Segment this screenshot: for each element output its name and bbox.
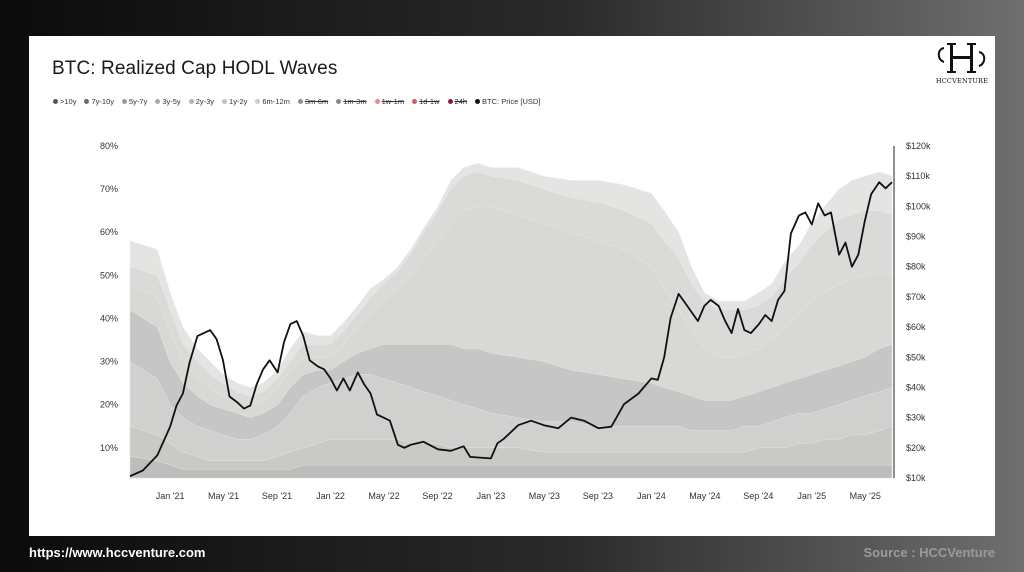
legend-item[interactable]: 1d-1w xyxy=(412,96,440,106)
legend-dot-icon xyxy=(255,98,261,104)
y-left-tick: 50% xyxy=(100,270,118,280)
y-right-tick: $90k xyxy=(906,232,926,242)
x-tick: Sep '22 xyxy=(422,491,452,501)
source-credit: Source : HCCVenture xyxy=(863,545,995,560)
x-tick: May '24 xyxy=(689,491,720,501)
legend-item[interactable]: 3m-6m xyxy=(297,96,329,106)
legend-item[interactable]: 24h xyxy=(447,96,468,106)
y-right-tick: $110k xyxy=(906,171,930,181)
y-right-tick: $40k xyxy=(906,382,926,392)
btc-price-line xyxy=(129,181,893,478)
y-right-tick: $70k xyxy=(906,292,926,302)
legend-label: 2y-3y xyxy=(195,96,215,106)
legend-label: 7y-10y xyxy=(91,96,114,106)
x-tick: Jan '24 xyxy=(637,491,666,501)
y-left-tick: 40% xyxy=(100,313,118,323)
x-tick: May '22 xyxy=(368,491,399,501)
legend-item[interactable]: >10y xyxy=(53,97,76,106)
chart-plot: 10% 20% 30% 40% 50% 60% 70% 80% $10k $20k $30k $40k… xyxy=(100,141,931,501)
x-tick: Jan '22 xyxy=(316,491,345,501)
legend-item[interactable]: 6m-12m xyxy=(255,97,290,106)
legend-label: 3m-6m xyxy=(304,96,329,106)
legend-dot-icon xyxy=(155,98,161,104)
chart-card: BTC: Realized Cap HODL Waves HCCVENTURE … xyxy=(29,36,995,536)
y-right-tick: $20k xyxy=(906,443,926,453)
legend-label: 5y-7y xyxy=(129,96,148,106)
legend-dot-icon xyxy=(188,98,194,104)
legend-dot-icon xyxy=(84,98,90,104)
legend-label: 1w-1m xyxy=(381,96,405,106)
x-tick: Sep '21 xyxy=(262,491,292,501)
legend-dot-icon xyxy=(297,98,303,104)
y-left-tick: 30% xyxy=(100,357,118,367)
area--10y xyxy=(129,456,893,479)
legend-item[interactable]: 5y-7y xyxy=(122,97,147,106)
legend-label: 24h xyxy=(454,96,468,106)
x-tick: May '23 xyxy=(529,491,560,501)
y-left-tick: 80% xyxy=(100,141,118,151)
legend-item[interactable]: 2y-3y xyxy=(188,96,215,106)
legend-label: 6m-12m xyxy=(262,96,290,106)
legend-label: 1d-1w xyxy=(419,96,440,106)
legend-dot-icon xyxy=(222,98,228,104)
chart-title: BTC: Realized Cap HODL Waves xyxy=(52,58,338,79)
legend-item[interactable]: 7y-10y xyxy=(84,97,114,106)
y-right-tick: $30k xyxy=(906,413,926,423)
x-tick: Sep '23 xyxy=(583,491,613,501)
legend-dot-icon xyxy=(374,98,380,104)
logo-text: HCCVENTURE xyxy=(935,77,989,85)
y-left-tick: 70% xyxy=(100,184,118,194)
x-tick: Jan '23 xyxy=(477,491,506,501)
legend-label: BTC: Price [USD] xyxy=(482,96,541,106)
x-tick: May '25 xyxy=(850,491,881,501)
legend-dot-icon xyxy=(412,98,418,104)
legend-dot-icon xyxy=(122,98,127,104)
legend-item[interactable]: BTC: Price [USD] xyxy=(475,97,540,106)
legend-item[interactable]: 3y-5y xyxy=(155,96,181,106)
y-right-tick: $50k xyxy=(906,352,926,362)
y-right-tick: $80k xyxy=(906,262,926,272)
legend-dot-icon xyxy=(475,98,481,104)
y-left-tick: 10% xyxy=(100,443,118,453)
y-left-tick: 60% xyxy=(100,227,118,237)
x-tick: May '21 xyxy=(208,491,239,501)
legend-item[interactable]: 1w-1m xyxy=(374,96,405,106)
x-tick: Jan '25 xyxy=(797,491,826,501)
legend-item[interactable]: 1y-2y xyxy=(222,97,247,106)
y-right-tick: $120k xyxy=(906,141,931,151)
legend-label: 1y-2y xyxy=(229,96,248,106)
x-tick: Jan '21 xyxy=(156,491,185,501)
y-right-tick: $100k xyxy=(906,201,931,211)
legend-item[interactable]: 1m-3m xyxy=(336,96,367,106)
y-right-tick: $10k xyxy=(906,473,926,483)
legend-dot-icon xyxy=(53,98,58,104)
legend-label: 1m-3m xyxy=(343,96,367,106)
chart-legend: >10y 7y-10y 5y-7y 3y-5y 2y-3y 1y-2y 6m-12m 3m-6… xyxy=(53,94,540,108)
brand-logo: HCCVENTURE xyxy=(933,40,991,86)
y-left-tick: 20% xyxy=(100,400,118,410)
x-tick: Sep '24 xyxy=(743,491,773,501)
legend-dot-icon xyxy=(336,98,342,104)
legend-label: >10y xyxy=(60,96,77,106)
y-right-tick: $60k xyxy=(906,322,926,332)
logo-monogram-icon xyxy=(937,43,986,73)
legend-dot-icon xyxy=(447,98,453,104)
legend-label: 3y-5y xyxy=(162,96,181,106)
website-link[interactable]: https://www.hccventure.com xyxy=(29,545,206,560)
